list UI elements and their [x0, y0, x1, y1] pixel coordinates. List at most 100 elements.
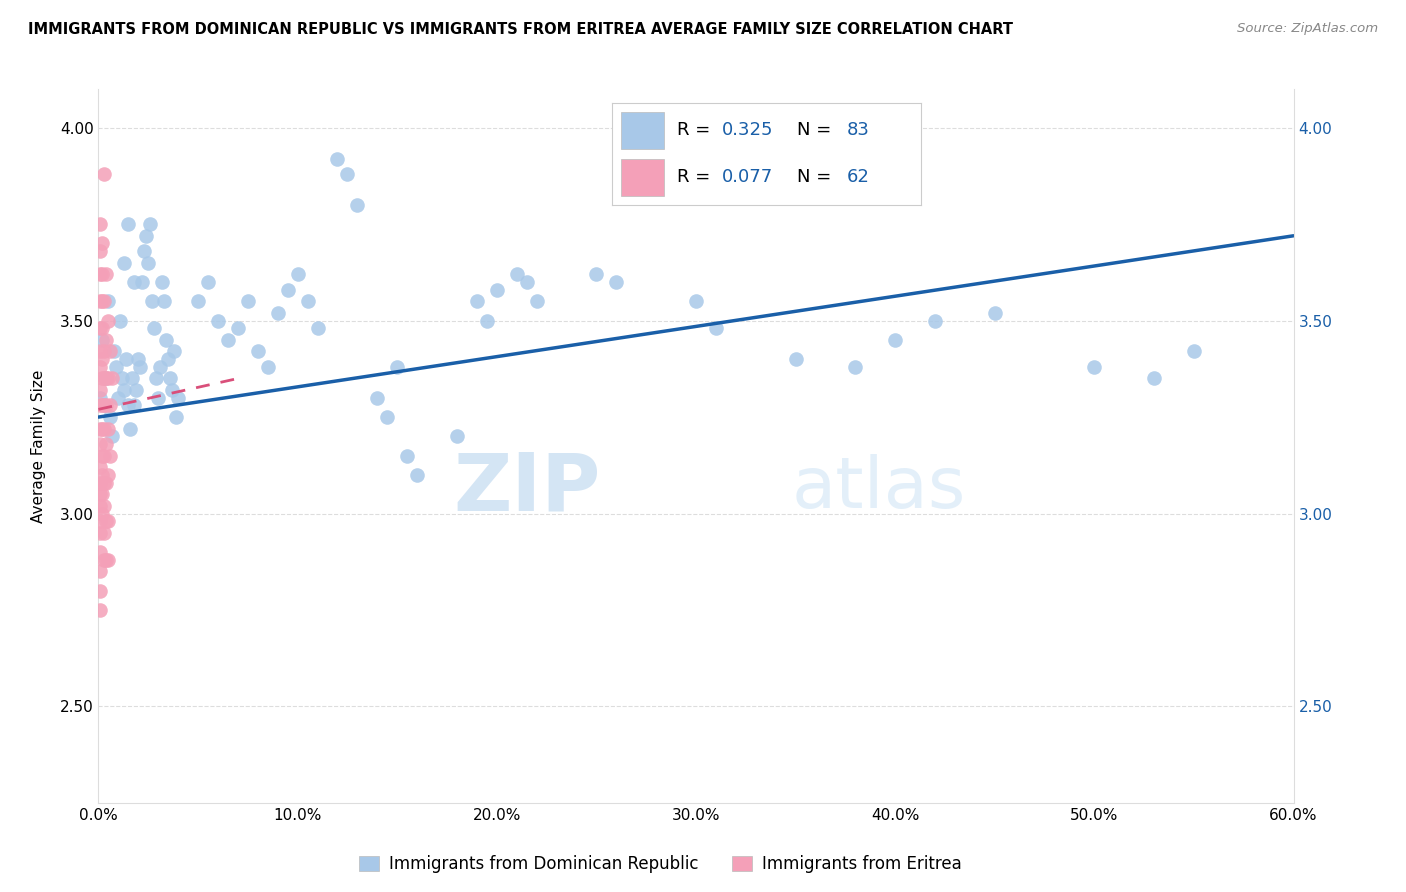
Point — [111, 371, 134, 385]
Point — [141, 294, 163, 309]
Point — [526, 294, 548, 309]
Point — [97, 467, 120, 482]
Text: N =: N = — [797, 121, 837, 139]
Point — [139, 217, 162, 231]
Point — [844, 359, 866, 374]
Point — [89, 422, 111, 436]
Text: 0.077: 0.077 — [721, 169, 773, 186]
Point — [217, 333, 239, 347]
Point — [155, 333, 177, 347]
Point — [89, 383, 111, 397]
Point — [117, 217, 139, 231]
Point — [100, 410, 122, 425]
Point — [91, 399, 114, 413]
Point — [91, 449, 114, 463]
Point — [93, 499, 115, 513]
Point — [93, 422, 115, 436]
Point — [160, 383, 183, 397]
Point — [93, 371, 115, 385]
Point — [89, 514, 111, 528]
Point — [446, 429, 468, 443]
Point — [1143, 371, 1166, 385]
Point — [187, 294, 209, 309]
Point — [91, 507, 114, 521]
Text: R =: R = — [676, 169, 716, 186]
Point — [91, 236, 114, 251]
Point — [884, 333, 907, 347]
Point — [93, 399, 115, 413]
Point — [93, 167, 115, 181]
Point — [93, 553, 115, 567]
Point — [91, 333, 114, 347]
Point — [97, 514, 120, 528]
FancyBboxPatch shape — [621, 159, 664, 196]
Point — [101, 371, 124, 385]
Text: 0.325: 0.325 — [721, 121, 773, 139]
Point — [89, 294, 111, 309]
Point — [163, 344, 186, 359]
Point — [125, 383, 148, 397]
Point — [131, 275, 153, 289]
Point — [1083, 359, 1105, 374]
Point — [605, 275, 627, 289]
Point — [91, 294, 114, 309]
Point — [96, 371, 118, 385]
Point — [256, 359, 278, 374]
Point — [97, 294, 120, 309]
Point — [236, 294, 259, 309]
Point — [91, 371, 114, 385]
Point — [226, 321, 249, 335]
Point — [366, 391, 388, 405]
Point — [89, 217, 111, 231]
Text: Source: ZipAtlas.com: Source: ZipAtlas.com — [1237, 22, 1378, 36]
Point — [103, 344, 125, 359]
Point — [124, 275, 146, 289]
Point — [93, 399, 115, 413]
Point — [115, 352, 138, 367]
Point — [89, 321, 111, 335]
Point — [685, 294, 707, 309]
Point — [97, 553, 120, 567]
Point — [143, 321, 166, 335]
Point — [375, 410, 398, 425]
Point — [157, 352, 180, 367]
Point — [117, 399, 139, 413]
Point — [167, 391, 190, 405]
Text: R =: R = — [676, 121, 716, 139]
Point — [105, 359, 128, 374]
Point — [346, 198, 368, 212]
Point — [207, 313, 229, 327]
Point — [101, 429, 124, 443]
Point — [93, 525, 115, 540]
Point — [93, 449, 115, 463]
Point — [89, 268, 111, 282]
Point — [96, 371, 118, 385]
Point — [97, 422, 120, 436]
FancyBboxPatch shape — [621, 112, 664, 149]
Point — [159, 371, 181, 385]
Point — [585, 268, 607, 282]
Point — [475, 313, 498, 327]
Point — [89, 244, 111, 259]
Point — [91, 422, 114, 436]
Point — [267, 306, 290, 320]
Text: N =: N = — [797, 169, 837, 186]
Point — [326, 152, 349, 166]
Point — [385, 359, 409, 374]
Point — [984, 306, 1007, 320]
Text: IMMIGRANTS FROM DOMINICAN REPUBLIC VS IMMIGRANTS FROM ERITREA AVERAGE FAMILY SIZ: IMMIGRANTS FROM DOMINICAN REPUBLIC VS IM… — [28, 22, 1014, 37]
Point — [96, 399, 118, 413]
Point — [96, 333, 118, 347]
Point — [89, 344, 111, 359]
Point — [124, 399, 146, 413]
Point — [406, 467, 429, 482]
Point — [150, 275, 173, 289]
Text: 62: 62 — [846, 169, 869, 186]
Point — [121, 371, 143, 385]
Point — [134, 244, 156, 259]
Point — [148, 391, 170, 405]
Point — [287, 268, 309, 282]
Point — [396, 449, 419, 463]
Point — [197, 275, 219, 289]
Point — [704, 321, 727, 335]
